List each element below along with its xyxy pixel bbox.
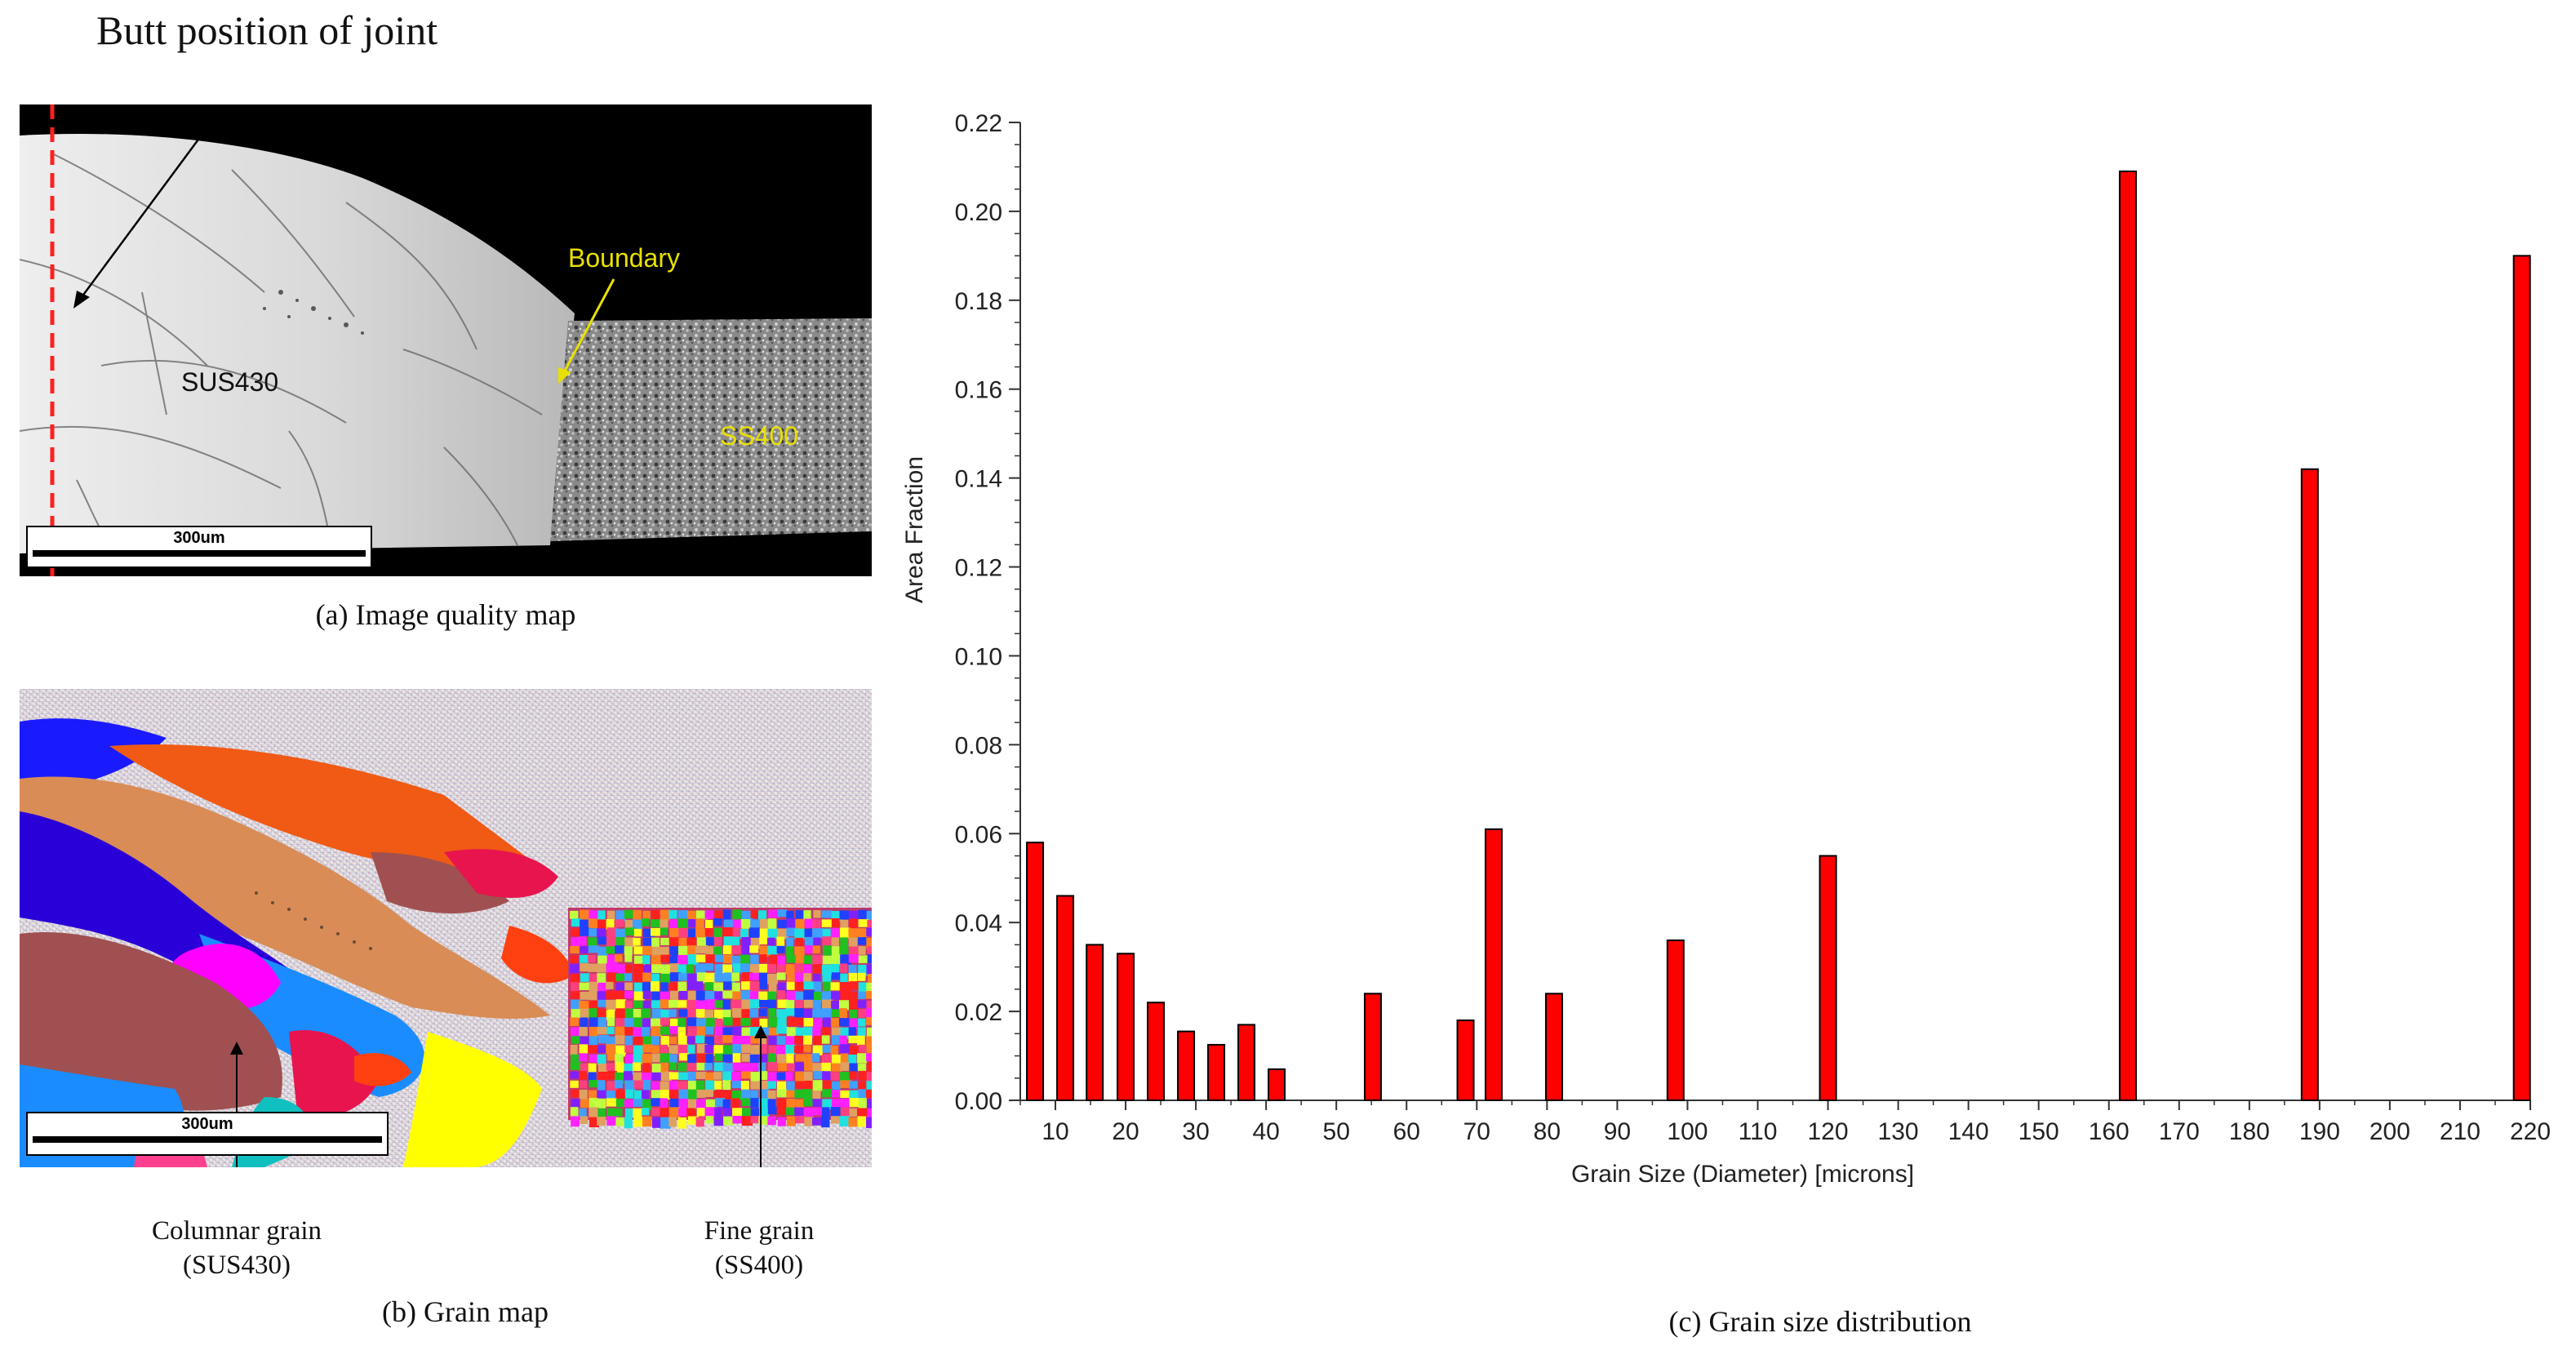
- bar: [1484, 828, 1503, 1101]
- y-tick-label: 0.00: [955, 1088, 1002, 1115]
- bar: [1117, 953, 1135, 1102]
- bar: [2512, 255, 2531, 1101]
- y-tick-label: 0.12: [955, 555, 1002, 582]
- bar: [1026, 842, 1045, 1101]
- bar: [1207, 1043, 1226, 1101]
- grain-map-image: [20, 718, 872, 1167]
- y-tick-label: 0.18: [955, 288, 1002, 315]
- y-tick-label: 0.16: [955, 377, 1002, 404]
- scale-bar-a-line: [33, 550, 366, 557]
- x-tick-label: 110: [1739, 1118, 1778, 1145]
- bar: [1147, 1002, 1166, 1101]
- bar: [1456, 1019, 1475, 1101]
- x-tick-label: 30: [1182, 1118, 1209, 1145]
- image-quality-micrograph: [20, 104, 872, 576]
- scale-bar-b-line: [33, 1136, 382, 1143]
- caption-c: (c) Grain size distribution: [1668, 1305, 1972, 1338]
- y-tick-label: 0.04: [955, 910, 1002, 937]
- fine-grain-label: Fine grain: [704, 1216, 815, 1246]
- x-tick-label: 180: [2229, 1118, 2270, 1145]
- caption-a: (a) Image quality map: [315, 598, 576, 631]
- x-tick-label: 200: [2369, 1118, 2410, 1145]
- x-tick-label: 80: [1534, 1118, 1561, 1145]
- x-tick-label: 220: [2510, 1118, 2551, 1145]
- y-tick-label: 0.14: [955, 466, 1002, 493]
- caption-b: (b) Grain map: [382, 1295, 549, 1328]
- x-tick-label: 40: [1252, 1118, 1279, 1145]
- bar: [1544, 993, 1563, 1101]
- y-tick-labels: 0.00 0.02 0.04 0.06 0.08 0.10 0.12 0.14 0.16 0.18…: [955, 110, 1002, 1115]
- columnar-grain-label: Columnar grain: [151, 1216, 322, 1246]
- bar: [2118, 170, 2137, 1101]
- scale-bar-b: 300um: [26, 1112, 389, 1156]
- sus430-label: SUS430: [181, 367, 279, 397]
- image-quality-map: Boundary SUS430 SS400 300um: [20, 104, 872, 576]
- grain-map: 300um: [20, 689, 872, 1167]
- scale-bar-a-label: 300um: [173, 529, 225, 547]
- x-tick-label: 10: [1042, 1118, 1068, 1145]
- bar: [1237, 1024, 1256, 1101]
- y-axis-label: Area Fraction: [901, 456, 928, 603]
- fine-grain-region: [568, 908, 872, 1129]
- x-tick-label: 160: [2089, 1118, 2130, 1145]
- y-tick-label: 0.06: [955, 821, 1002, 848]
- bar: [1363, 993, 1382, 1101]
- y-tick-label: 0.08: [955, 732, 1002, 759]
- boundary-label: Boundary: [568, 243, 680, 273]
- y-tick-label: 0.22: [955, 110, 1002, 137]
- scale-bar-a: 300um: [26, 526, 372, 568]
- bar: [1177, 1030, 1196, 1102]
- chart-bars: [1026, 170, 2531, 1102]
- x-tick-label: 130: [1878, 1118, 1919, 1145]
- x-tick-label: 60: [1393, 1118, 1420, 1145]
- x-axis-label: Grain Size (Diameter) [microns]: [1571, 1161, 1914, 1188]
- x-tick-label: 190: [2299, 1118, 2340, 1145]
- x-tick-label: 150: [2019, 1118, 2059, 1145]
- y-tick-label: 0.20: [955, 199, 1002, 226]
- y-tick-label: 0.02: [955, 999, 1002, 1026]
- fine-grain-sublabel: (SS400): [714, 1251, 804, 1280]
- x-tick-label: 210: [2440, 1118, 2481, 1145]
- x-tick-label: 140: [1948, 1118, 1989, 1145]
- columnar-grain-sublabel: (SUS430): [182, 1251, 291, 1280]
- x-tick-label: 50: [1323, 1118, 1350, 1145]
- bar: [2300, 468, 2319, 1101]
- x-tick-label: 90: [1604, 1118, 1631, 1145]
- grain-size-chart: 0.00 0.02 0.04 0.06 0.08 0.10 0.12 0.14 0.16 0.18…: [901, 110, 2551, 1188]
- bar: [1056, 895, 1075, 1101]
- y-tick-label: 0.10: [955, 643, 1002, 670]
- bar: [1086, 944, 1104, 1101]
- bar: [1819, 855, 1837, 1101]
- ss400-label: SS400: [720, 421, 799, 451]
- bar: [1268, 1068, 1286, 1102]
- bar: [1666, 939, 1685, 1101]
- x-tick-label: 100: [1667, 1118, 1708, 1145]
- scale-bar-b-label: 300um: [181, 1115, 233, 1133]
- x-tick-label: 20: [1112, 1118, 1139, 1145]
- x-tick-labels: 10 20 30 40 50 60 70 80 90 100 110 120 130 140 150 160 1…: [1042, 1118, 2551, 1145]
- butt-position-annotation: Butt position of joint: [96, 7, 438, 53]
- x-tick-label: 170: [2159, 1118, 2200, 1145]
- x-tick-label: 120: [1808, 1118, 1849, 1145]
- x-tick-label: 70: [1463, 1118, 1490, 1145]
